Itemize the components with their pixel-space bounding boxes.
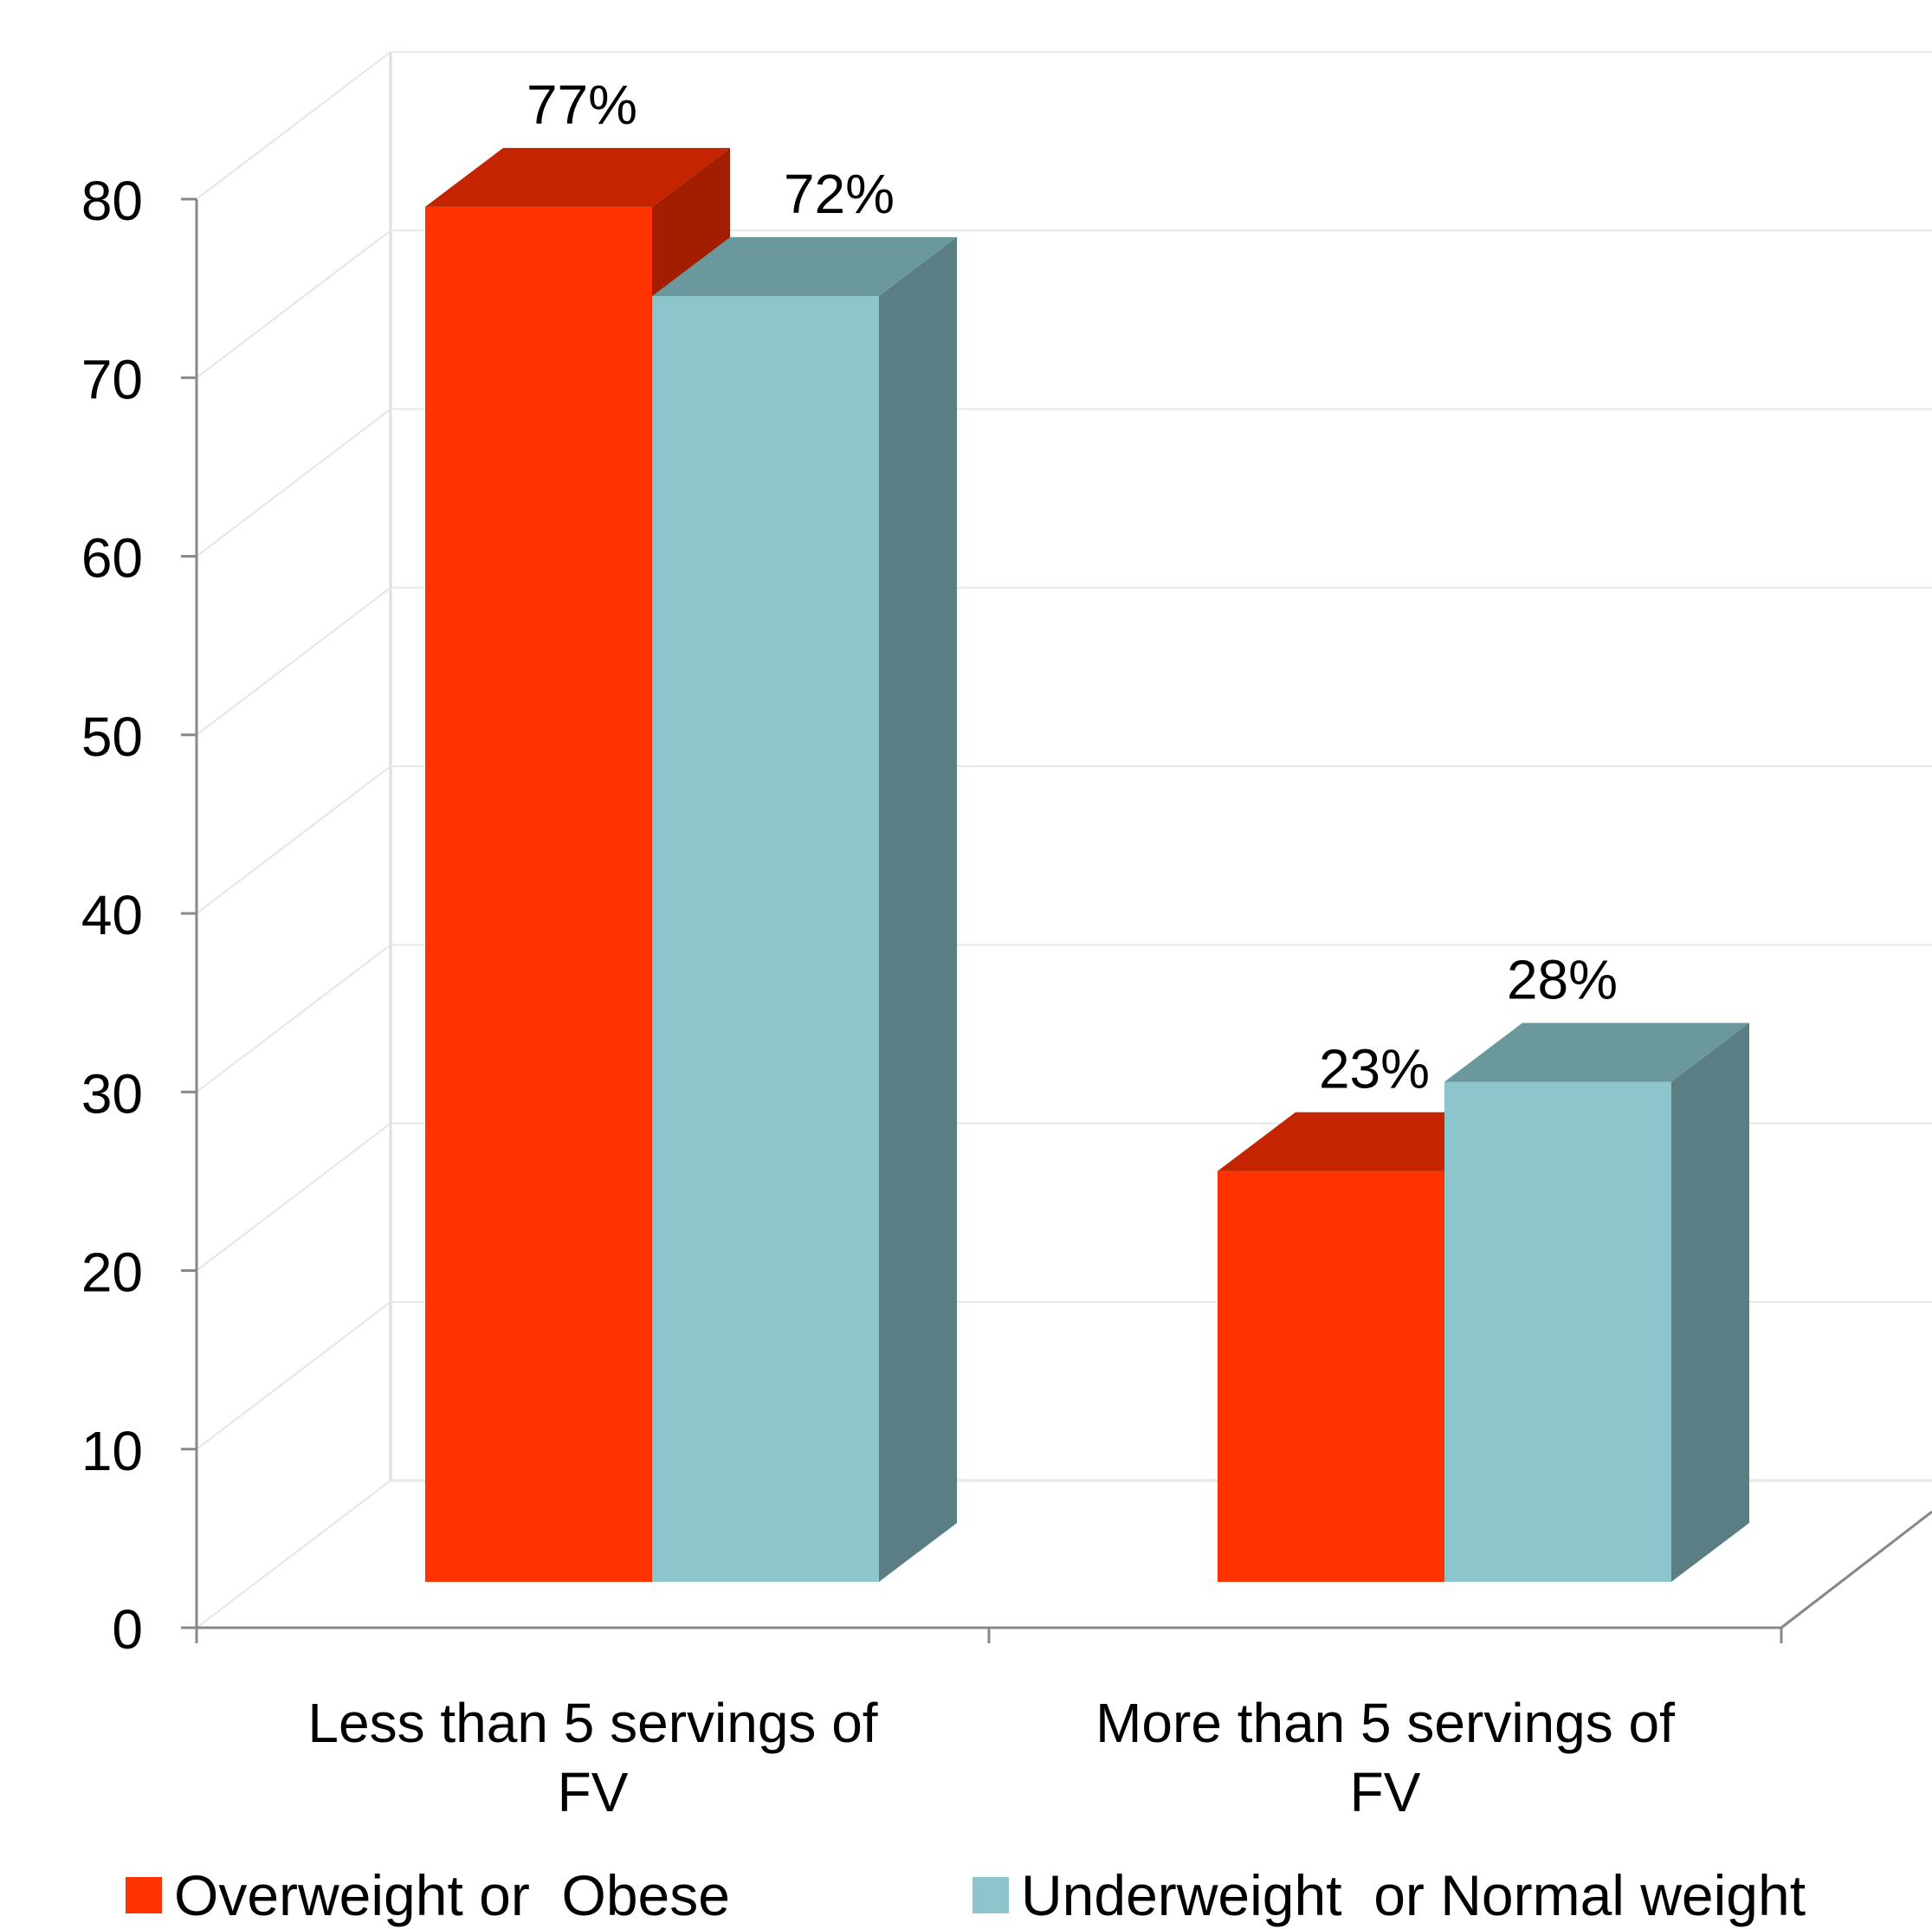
bar-side [879,237,957,1582]
x-tick-label: FV [1350,1761,1421,1823]
y-tick-label: 0 [112,1598,143,1661]
legend-swatch-overweight [126,1877,162,1913]
side-gridline [196,944,391,1094]
side-gridline [196,1300,391,1450]
y-tick-label: 80 [81,170,143,232]
y-tick-label: 50 [81,706,143,768]
y-tick-label: 60 [81,527,143,590]
data-label: 23% [1319,1038,1430,1100]
side-gridline [196,586,391,736]
bar-top [652,237,957,296]
side-gridline [196,1122,391,1272]
x-tick-label: Less than 5 servings of [307,1692,877,1754]
legend-item-normal-weight: Underweight or Normal weight [972,1861,1806,1929]
data-label: 72% [784,163,895,225]
bar-front [425,206,652,1582]
bar-front [1218,1171,1444,1582]
y-tick-label: 30 [81,1062,143,1125]
side-gridline [196,765,391,914]
floor-edge [1780,1510,1932,1629]
bar-front [1444,1081,1671,1582]
bar-top [1444,1023,1749,1082]
x-tick-label: FV [558,1761,629,1823]
legend-swatch-normal-weight [972,1877,1009,1913]
y-tick-label: 10 [81,1420,143,1482]
data-label: 28% [1507,949,1618,1011]
bar-side [1671,1023,1749,1582]
y-tick-label: 70 [81,348,143,410]
bar-top [425,147,730,207]
legend-item-overweight: Overweight or Obese [126,1861,730,1929]
side-gridline [196,229,391,379]
legend-label-normal-weight: Underweight or Normal weight [1021,1863,1806,1927]
legend-label-overweight: Overweight or Obese [174,1863,730,1927]
y-tick-label: 40 [81,884,143,946]
bar-front [652,296,879,1582]
y-tick-label: 20 [81,1242,143,1304]
data-label: 77% [527,74,637,136]
side-gridline [196,1480,391,1629]
side-gridline [196,51,391,200]
x-tick-label: More than 5 servings of [1095,1692,1675,1754]
side-gridline [196,408,391,558]
